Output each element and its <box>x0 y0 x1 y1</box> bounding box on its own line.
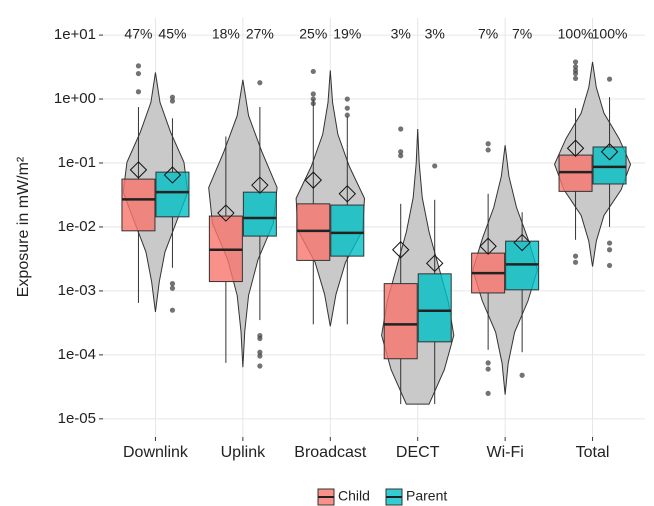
y-tick-label: 1e-04 <box>58 346 96 363</box>
outlier <box>485 366 491 372</box>
outlier <box>398 126 404 132</box>
x-tick-label: Broadcast <box>294 444 367 461</box>
outlier <box>344 112 350 118</box>
mean-marker <box>338 185 356 203</box>
outlier <box>310 91 316 97</box>
outlier <box>344 96 350 102</box>
outlier <box>572 59 579 65</box>
mean-marker <box>600 143 619 161</box>
outlier <box>169 285 176 291</box>
outlier <box>572 70 579 77</box>
mean-marker <box>129 161 148 179</box>
outlier <box>606 76 613 82</box>
y-tick-label: 1e-01 <box>58 154 96 171</box>
outlier <box>135 63 142 69</box>
outlier <box>485 141 491 147</box>
box <box>296 203 331 261</box>
share-label: 27% <box>246 26 274 42</box>
share-label: 7% <box>512 26 532 42</box>
box <box>330 204 365 257</box>
x-tick-label: Wi-Fi <box>486 444 523 461</box>
share-label: 47% <box>124 26 152 42</box>
y-axis-title: Exposure in mW/m² <box>15 156 32 297</box>
share-label: 100% <box>592 26 628 42</box>
x-tick-label: Uplink <box>221 444 266 461</box>
outlier <box>572 253 579 259</box>
outlier <box>257 349 263 355</box>
outlier <box>169 281 176 287</box>
share-label: 100% <box>558 26 594 42</box>
outlier <box>519 372 525 378</box>
y-tick-label: 1e-03 <box>58 282 96 299</box>
outlier <box>398 153 404 159</box>
legend-label: Child <box>338 488 370 504</box>
outlier <box>135 89 142 95</box>
outlier <box>310 96 316 102</box>
outlier <box>485 147 491 153</box>
share-label: 25% <box>299 26 327 42</box>
x-tick-label: Total <box>576 444 610 461</box>
share-label: 19% <box>333 26 361 42</box>
share-label: 7% <box>478 26 498 42</box>
box <box>417 273 452 343</box>
box <box>592 146 627 185</box>
y-tick-label: 1e+00 <box>54 90 96 107</box>
plot-panel <box>103 18 645 437</box>
mean-marker <box>163 166 182 184</box>
outlier <box>257 353 263 359</box>
mean-marker <box>479 237 497 255</box>
outlier <box>310 68 316 75</box>
mean-marker <box>217 204 235 222</box>
outlier <box>485 360 491 366</box>
mean-marker <box>392 241 410 259</box>
y-tick-label: 1e-02 <box>58 218 96 235</box>
mean-marker <box>513 233 531 252</box>
outlier <box>257 80 263 86</box>
legend-label: Parent <box>406 488 447 504</box>
outlier <box>169 94 176 100</box>
mean-marker <box>251 176 269 194</box>
box <box>242 191 277 237</box>
outlier <box>310 100 316 107</box>
mean-marker <box>566 139 585 157</box>
outlier <box>257 335 263 342</box>
outlier <box>169 307 176 313</box>
x-tick-label: DECT <box>396 444 440 461</box>
outlier <box>344 105 350 111</box>
share-label: 18% <box>212 26 240 42</box>
mean-marker <box>304 171 322 189</box>
y-tick-label: 1e+01 <box>54 26 96 43</box>
outlier <box>606 247 613 253</box>
outlier <box>572 75 579 82</box>
box <box>383 283 418 360</box>
box <box>155 171 190 218</box>
outlier <box>432 163 438 169</box>
outlier <box>398 149 404 155</box>
share-label: 3% <box>391 26 411 42</box>
share-label: 45% <box>158 26 186 42</box>
outlier <box>572 259 579 265</box>
x-tick-label: Downlink <box>123 444 189 461</box>
outlier <box>135 70 142 77</box>
outlier <box>572 64 579 70</box>
y-tick-label: 1e-05 <box>58 410 96 427</box>
outlier <box>606 262 613 269</box>
share-label: 3% <box>425 26 445 42</box>
outlier <box>257 363 263 369</box>
outlier <box>169 98 176 104</box>
box <box>121 178 156 232</box>
mean-marker <box>426 254 444 273</box>
outlier <box>606 240 613 246</box>
outlier <box>485 390 491 396</box>
